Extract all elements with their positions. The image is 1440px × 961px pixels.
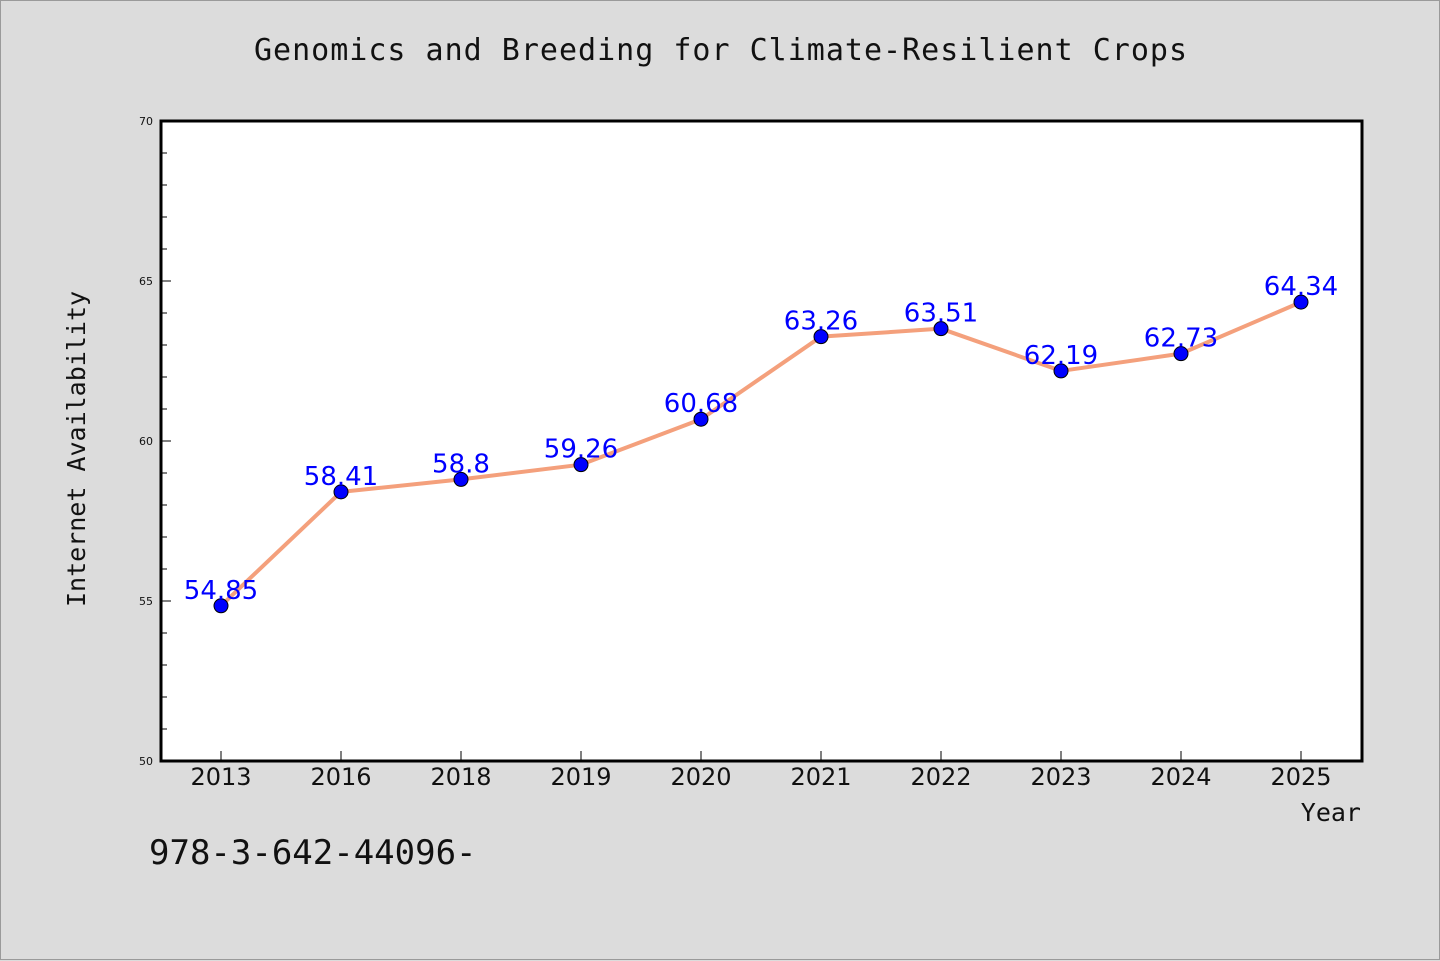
x-axis-label: Year <box>1301 798 1361 827</box>
y-tick-label: 65 <box>139 275 153 288</box>
x-tick-label: 2023 <box>1030 763 1091 791</box>
data-point <box>1053 363 1069 379</box>
x-tick-label: 2016 <box>310 763 371 791</box>
data-point <box>573 457 589 473</box>
series-polyline <box>219 300 1302 608</box>
data-label: 59.26 <box>544 435 618 465</box>
data-label: 63.51 <box>904 299 978 329</box>
x-tick-label: 2020 <box>670 763 731 791</box>
y-tick-label: 50 <box>139 755 153 768</box>
data-label: 58.41 <box>304 462 378 492</box>
data-point <box>213 598 229 614</box>
x-tick-label: 2025 <box>1270 763 1331 791</box>
data-point <box>1293 294 1309 310</box>
data-label: 58.8 <box>432 449 490 479</box>
footer-code: 978-3-642-44096- <box>149 833 477 873</box>
y-tick-label: 70 <box>139 115 153 128</box>
data-label: 62.73 <box>1144 324 1218 354</box>
x-tick-label: 2019 <box>550 763 611 791</box>
data-label: 62.19 <box>1024 341 1098 371</box>
x-axis: 2013 2016 2018 2019 2020 2021 2022 2023 2024 2025 <box>190 751 1332 791</box>
chart-title: Genomics and Breeding for Climate-Resili… <box>253 33 1188 68</box>
x-tick-label: 2013 <box>190 763 251 791</box>
data-point <box>1173 346 1189 362</box>
data-label: 63.26 <box>784 307 858 337</box>
y-axis: 50 55 60 65 70 <box>139 115 171 768</box>
data-point <box>693 411 709 427</box>
data-label: 60.68 <box>664 389 738 419</box>
y-axis-label: Internet Availability <box>62 291 91 607</box>
x-tick-label: 2018 <box>430 763 491 791</box>
y-tick-label: 60 <box>139 435 153 448</box>
data-label: 54.85 <box>184 576 258 606</box>
data-point <box>933 321 949 337</box>
x-tick-label: 2022 <box>910 763 971 791</box>
data-points <box>213 294 1309 614</box>
data-point <box>453 471 469 487</box>
plot-area <box>159 119 1364 763</box>
x-tick-label: 2021 <box>790 763 851 791</box>
data-point <box>333 484 349 500</box>
data-label: 64.34 <box>1264 272 1338 302</box>
data-labels: 54.85 58.41 58.8 59.26 60.68 63.26 63.51 62.19 6… <box>184 272 1338 606</box>
series-line <box>219 300 1302 608</box>
data-point <box>813 329 829 345</box>
x-tick-label: 2024 <box>1150 763 1211 791</box>
y-tick-label: 55 <box>139 595 153 608</box>
